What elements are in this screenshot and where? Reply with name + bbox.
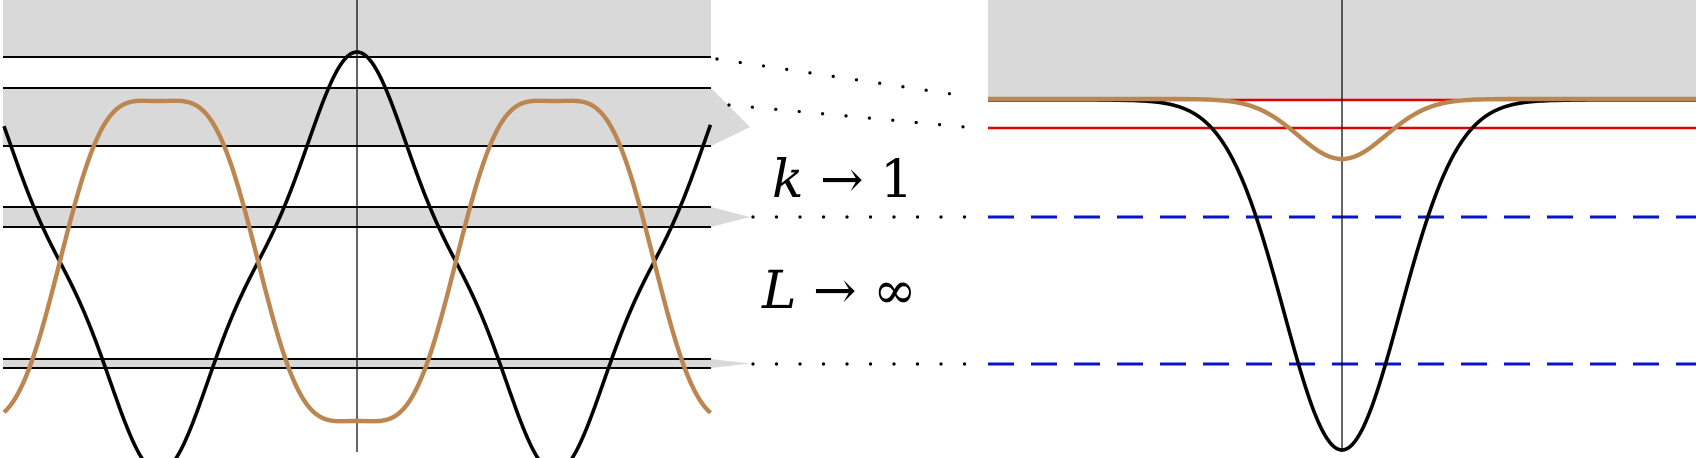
connector-upper — [715, 57, 967, 98]
right-panel — [987, 0, 1696, 452]
periodic-wavefunction-curve — [2, 98, 713, 424]
connector-middle — [727, 103, 967, 129]
label-k-variable: k — [772, 150, 804, 210]
band-funnels — [711, 88, 750, 368]
funnel-narrow — [711, 207, 750, 227]
periodic-potential-curve — [2, 50, 713, 458]
dotted-connectors — [715, 57, 967, 366]
label-L-variable: L — [761, 261, 797, 321]
label-k-limit: k → 1 — [772, 150, 913, 210]
label-L-arrow: → ∞ — [797, 261, 917, 321]
funnel-middle — [711, 88, 750, 146]
funnel-thin — [711, 359, 750, 368]
label-L-limit: L → ∞ — [761, 261, 916, 321]
bound-state-wavefunction-curve — [987, 96, 1696, 162]
label-k-arrow: → 1 — [804, 150, 914, 210]
